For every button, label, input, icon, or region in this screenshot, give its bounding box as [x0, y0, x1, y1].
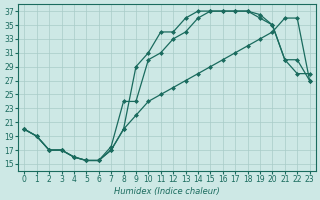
X-axis label: Humidex (Indice chaleur): Humidex (Indice chaleur)	[114, 187, 220, 196]
